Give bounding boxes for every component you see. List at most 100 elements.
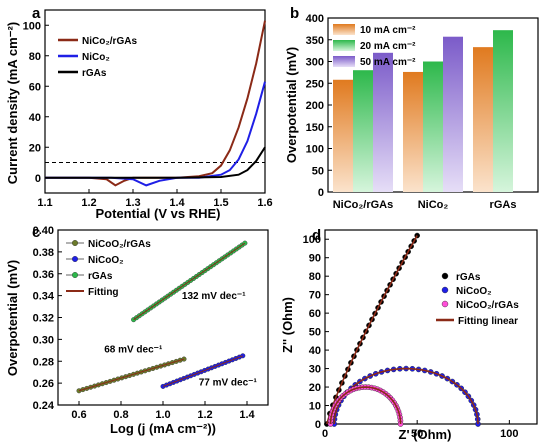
panel-d-y-axis-label: Z'' (Ohm): [280, 297, 295, 353]
bar-0-2: [373, 52, 393, 192]
panel-a-ticks: 1.1 1.2 1.3 1.4 1.5 1.6 0 20 40 60 80 100: [23, 20, 273, 209]
bar-1-0: [403, 71, 423, 192]
legend-marker-1: [71, 256, 78, 263]
slope-annotation-2: 77 mV dec⁻¹: [199, 377, 258, 388]
panel-a-x-tick-label: 1.6: [257, 197, 272, 209]
panel-c-x-tick-label: 1.4: [239, 409, 255, 421]
legend-label-1: NiCoO₂: [88, 255, 124, 266]
panel-d-y-tick-label: 20: [309, 382, 321, 394]
legend-label-2: 50 mA cm⁻²: [360, 57, 416, 68]
panel-b-y-tick-label: 300: [306, 57, 324, 69]
panel-c-y-tick-label: 0.38: [33, 247, 54, 259]
legend-label-0: NiCoO₂/rGAs: [88, 239, 151, 250]
legend-label-2: rGAs: [88, 271, 113, 282]
fit-curve-1: [333, 367, 479, 425]
fit-curve-0: [326, 235, 418, 425]
category-label: NiCo₂/rGAs: [333, 199, 394, 211]
panel-c-y-tick-label: 0.40: [33, 225, 54, 237]
panel-b-label: b: [290, 5, 299, 22]
panel-c-y-axis-label: Overpotential (mV): [5, 260, 20, 376]
panel-a-x-tick-label: 1.2: [81, 197, 96, 209]
panel-c-label: c: [32, 224, 40, 241]
panel-d-y-tick-label: 90: [309, 253, 321, 265]
panel-b-ticks: 0 50 100 150 200 250 300 350 400: [306, 13, 332, 199]
panel-c-legend: NiCoO₂/rGAs NiCoO₂ rGAs Fitting: [66, 239, 151, 298]
panel-a-y-tick-label: 60: [29, 81, 41, 93]
panel-b-legend: 10 mA cm⁻² 20 mA cm⁻² 50 mA cm⁻²: [333, 24, 416, 68]
panel-d-y-tick-label: 60: [309, 308, 321, 320]
bar-0-1: [353, 70, 373, 192]
panel-d-ticks: 0 50 100 0 10 20 30 40 50 60 70 80 90 100: [303, 234, 519, 440]
panel-b-y-axis-label: Overpotential (mV): [284, 47, 299, 163]
panel-c-x-tick-label: 0.8: [113, 409, 128, 421]
panel-c-annotations: 132 mV dec⁻¹ 68 mV dec⁻¹ 77 mV dec⁻¹: [104, 291, 257, 388]
panel-c-y-tick-label: 0.26: [33, 378, 54, 390]
panel-c-y-tick-label: 0.34: [33, 291, 55, 303]
panel-c-series: [76, 240, 248, 394]
panel-b-y-tick-label: 250: [306, 78, 324, 90]
panel-d-y-tick-label: 70: [309, 290, 321, 302]
legend-marker-2: [71, 272, 78, 279]
panel-d-y-tick-label: 0: [315, 419, 321, 431]
category-label: rGAs: [490, 199, 517, 211]
panel-c-y-tick-label: 0.36: [33, 269, 54, 281]
legend-label-1: NiCoO₂: [456, 286, 492, 297]
panel-c-y-tick-label: 0.32: [33, 313, 54, 325]
panel-a-y-tick-label: 80: [29, 51, 41, 63]
panel-a-legend: NiCo₂/rGAs NiCo₂ rGAs: [58, 36, 137, 79]
panel-a-y-axis-label: Current density (mA cm⁻²): [5, 22, 20, 184]
panel-b-y-tick-label: 150: [306, 122, 324, 134]
panel-d-y-tick-label: 40: [309, 345, 321, 357]
panel-c-x-tick-label: 1.2: [197, 409, 212, 421]
legend-label-2: NiCoO₂/rGAs: [456, 300, 519, 311]
panel-d-y-tick-label: 100: [303, 234, 321, 246]
legend-fit-label: Fitting linear: [458, 316, 518, 327]
panel-d-x-axis-label: Z' (Ohm): [399, 427, 452, 442]
panel-a-series: [45, 20, 266, 187]
fit-line-2: [133, 242, 246, 321]
panel-a-y-tick-label: 20: [29, 142, 41, 154]
panel-c-y-tick-label: 0.30: [33, 334, 54, 346]
panel-d-y-tick-label: 30: [309, 364, 321, 376]
legend-swatch-0: [333, 24, 355, 35]
bar-1-2: [443, 36, 463, 192]
panel-c-y-tick-label: 0.24: [33, 400, 55, 412]
panel-d-axes: [324, 229, 538, 425]
panel-b-y-tick-label: 350: [306, 35, 324, 47]
panel-a-x-tick-label: 1.4: [169, 197, 185, 209]
legend-label-0: 10 mA cm⁻²: [360, 25, 416, 36]
panel-c-x-axis-label: Log (j (mA cm⁻²)): [110, 421, 216, 436]
panel-b-y-tick-label: 50: [312, 165, 324, 177]
panel-c: c 0.6 0.8 1.0 1.2 1.4 0.24 0.26 0.28 0.30 0.32 0.3…: [5, 224, 269, 436]
panel-d-x-tick-label: 100: [500, 428, 518, 440]
panel-c-y-tick-label: 0.28: [33, 356, 54, 368]
panel-d-label: d: [312, 227, 321, 244]
legend-fitting-label: Fitting: [88, 287, 119, 298]
panel-d-y-tick-label: 80: [309, 271, 321, 283]
bar-1-1: [423, 61, 443, 192]
fit-line-0: [78, 358, 185, 392]
legend-label-2: rGAs: [82, 68, 107, 79]
panel-a-x-tick-label: 1.5: [213, 197, 228, 209]
panel-b-y-tick-label: 200: [306, 100, 324, 112]
bar-2-0: [473, 47, 493, 192]
panel-a-x-axis-label: Potential (V vs RHE): [96, 206, 221, 221]
panel-a-y-tick-label: 40: [29, 112, 41, 124]
panel-c-ticks: 0.6 0.8 1.0 1.2 1.4 0.24 0.26 0.28 0.30 0.32 0.34 0…: [33, 225, 256, 421]
panel-d: d 0 50 100 0 10 20 30 40 50 60 70 80 90 100 rGAs NiCoO…: [280, 227, 538, 442]
legend-swatch-2: [333, 56, 355, 67]
panel-c-x-tick-label: 0.6: [71, 409, 86, 421]
series-line-0: [45, 20, 266, 187]
panel-a: a 1.1 1.2 1.3 1.4 1.5 1.6 0 20 40 60 80 100 NiCo₂/r…: [5, 5, 273, 221]
legend-label-0: rGAs: [456, 272, 481, 283]
bar-0-0: [333, 79, 353, 192]
legend-label-1: 20 mA cm⁻²: [360, 41, 416, 52]
panel-b-y-tick-label: 400: [306, 13, 324, 25]
series-line-1: [45, 81, 266, 187]
panel-b-y-tick-label: 0: [318, 187, 324, 199]
panel-c-x-tick-label: 1.0: [155, 409, 170, 421]
panel-a-x-tick-label: 1.1: [37, 197, 52, 209]
legend-label-0: NiCo₂/rGAs: [82, 36, 137, 47]
